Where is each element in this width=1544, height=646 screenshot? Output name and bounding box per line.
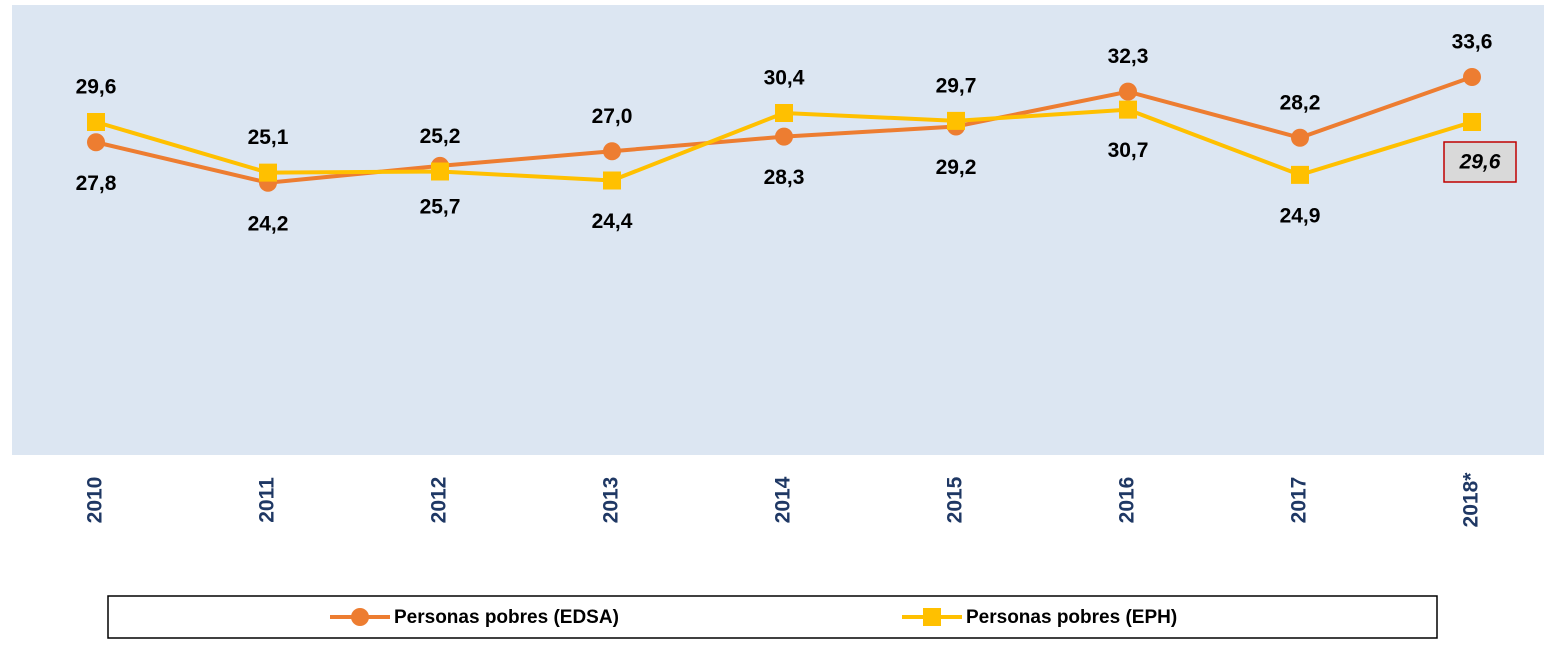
- data-label: 28,2: [1280, 91, 1321, 114]
- x-tick-label: 2010: [84, 477, 107, 524]
- legend-label: Personas pobres (EPH): [966, 607, 1177, 628]
- x-tick-label: 2016: [1116, 477, 1139, 524]
- x-tick-label: 2017: [1288, 477, 1311, 524]
- marker: [923, 608, 941, 626]
- marker: [431, 162, 449, 181]
- marker: [87, 133, 105, 152]
- marker: [87, 113, 105, 131]
- legend-box: [107, 595, 1438, 639]
- x-tick-label: 2011: [256, 477, 279, 523]
- data-label: 25,7: [420, 195, 461, 218]
- marker: [259, 163, 277, 182]
- x-tick-label: 2013: [600, 477, 623, 524]
- data-label: 29,2: [936, 156, 977, 179]
- annotation-box: [1443, 141, 1517, 183]
- x-tick-label: 2015: [944, 476, 967, 523]
- marker: [775, 104, 793, 122]
- marker: [947, 111, 965, 130]
- x-tick-label: 2012: [428, 477, 451, 524]
- plot-area: [12, 5, 1544, 455]
- data-label: 24,9: [1280, 204, 1321, 227]
- data-label: 30,4: [764, 67, 805, 90]
- x-tick-label: 2018*: [1460, 472, 1483, 528]
- x-tick-label: 2014: [772, 476, 795, 523]
- data-label: 27,0: [592, 105, 633, 128]
- data-label: 29,7: [936, 74, 977, 97]
- marker: [775, 127, 793, 146]
- marker: [351, 608, 369, 626]
- data-label: 32,3: [1108, 45, 1149, 68]
- legend-label: Personas pobres (EDSA): [394, 607, 619, 628]
- data-label: 25,2: [420, 125, 461, 148]
- data-label: 24,2: [248, 212, 289, 235]
- data-label: 30,7: [1108, 139, 1149, 162]
- marker: [1119, 82, 1137, 101]
- data-label: 27,8: [76, 172, 117, 195]
- data-label: 29,6: [1459, 151, 1501, 174]
- data-label: 28,3: [764, 166, 805, 189]
- marker: [1463, 68, 1481, 86]
- data-label: 33,6: [1452, 31, 1493, 54]
- marker: [1119, 100, 1137, 119]
- data-label: 25,1: [248, 126, 289, 149]
- data-label: 24,4: [592, 210, 633, 233]
- marker: [1463, 113, 1481, 131]
- marker: [1291, 128, 1309, 147]
- data-label: 29,6: [76, 76, 117, 99]
- marker: [603, 171, 621, 190]
- marker: [1291, 165, 1309, 184]
- marker: [603, 142, 621, 161]
